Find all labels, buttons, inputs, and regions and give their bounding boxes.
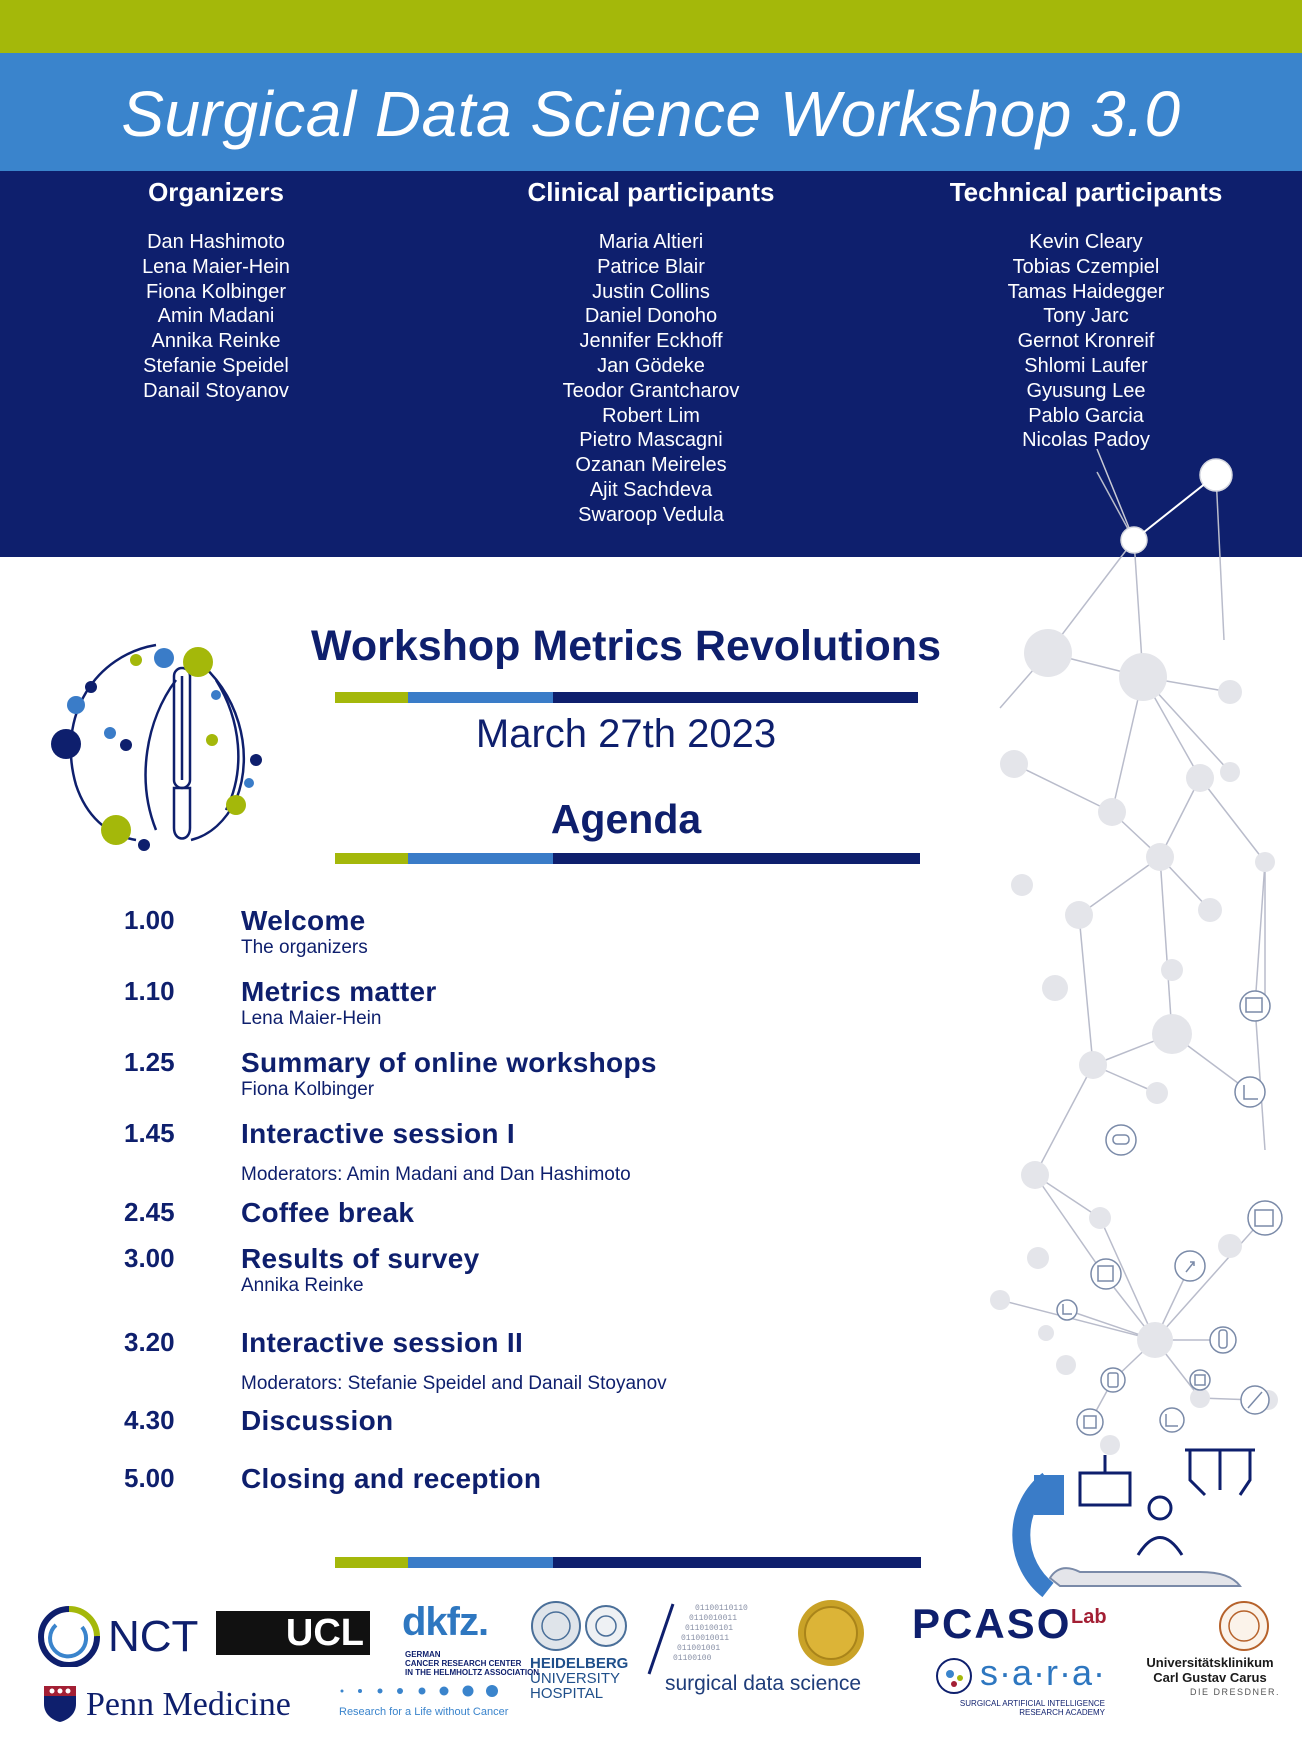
svg-text:0110010011: 0110010011 [681, 1634, 729, 1643]
participant-name: Patrice Blair [597, 255, 705, 278]
participant-name: Tobias Czempiel [1012, 255, 1160, 278]
svg-text:0110010011: 0110010011 [689, 1614, 737, 1623]
sara-subtitle: SURGICAL ARTIFICIAL INTELLIGENCE RESEARCH… [959, 1699, 1105, 1717]
participant-name: Fiona Kolbinger [145, 280, 287, 303]
dkfz-dots-decoration [340, 1685, 498, 1697]
participant-name: Dan Hashimoto [147, 231, 285, 253]
participant-name: Danail Stoyanov [143, 379, 289, 402]
participant-name: Annika Reinke [151, 330, 281, 353]
participant-name: Jennifer Eckhoff [579, 330, 723, 353]
carus-seal-icon [1219, 1601, 1269, 1651]
participant-name: Nicolas Padoy [1022, 429, 1150, 452]
technical-participants-heading: Technical participants [949, 177, 1223, 207]
divider-middle [335, 853, 920, 864]
participant-name: Lena Maier-Hein [142, 255, 290, 278]
participants-panel: Organizers Dan Hashimoto Lena Maier-Hein F… [0, 171, 1302, 557]
agenda-time: 3.00 [124, 1243, 175, 1273]
agenda-time: 3.20 [124, 1327, 175, 1357]
agenda-title: Welcome [241, 905, 366, 936]
agenda-speaker: Annika Reinke [241, 1275, 364, 1296]
participant-name: Pablo Garcia [1028, 404, 1144, 427]
penn-medicine-logo: Penn Medicine [86, 1686, 291, 1723]
agenda-speaker: Lena Maier-Hein [241, 1008, 382, 1029]
participant-name: Maria Altieri [598, 231, 704, 253]
organizers-list: Dan Hashimoto Lena Maier-Hein Fiona Kolbin… [16, 230, 416, 404]
agenda-time: 1.00 [124, 905, 175, 935]
agenda-title: Coffee break [241, 1197, 415, 1228]
surgical-data-science-binary-icon: 0110011011001100100110110100101011001001… [647, 1603, 748, 1675]
clinical-participants-column: Clinical participants Maria Altieri Patri… [451, 177, 851, 528]
participant-name: Justin Collins [592, 280, 710, 303]
participant-name: Jan Gödeke [597, 354, 705, 377]
technical-participants-column: Technical participants Kevin Cleary Tobia… [886, 177, 1286, 453]
agenda-title: Discussion [241, 1405, 394, 1436]
carus-logo: Universitätsklinikum Carl Gustav Carus D… [1146, 1655, 1280, 1697]
organizers-column: Organizers Dan Hashimoto Lena Maier-Hein F… [16, 177, 416, 404]
pcaso-lab-label: Lab [1071, 1606, 1107, 1628]
participant-name: Teodor Grantcharov [562, 379, 740, 402]
participant-name: Kevin Cleary [1029, 231, 1143, 253]
participant-name: Gernot Kronreif [1017, 330, 1155, 353]
pcaso-logo: PCASO [912, 1600, 1072, 1647]
agenda-time: 1.25 [124, 1047, 175, 1077]
divider-bottom [335, 1557, 921, 1568]
agenda-title: Closing and reception [241, 1463, 542, 1494]
participant-name: Ajit Sachdeva [589, 478, 713, 501]
heidelberg-seals-icon [531, 1601, 627, 1651]
top-accent-bar [0, 0, 1302, 53]
nct-ring-icon [38, 1606, 101, 1667]
agenda-speaker: The organizers [241, 937, 368, 958]
workshop-date: March 27th 2023 [475, 712, 777, 756]
participant-name: Tamas Haidegger [1007, 280, 1165, 303]
participant-name: Stefanie Speidel [143, 354, 289, 377]
agenda-time: 2.45 [124, 1197, 175, 1227]
agenda-speaker: Fiona Kolbinger [241, 1079, 375, 1100]
gold-medal-icon [798, 1600, 864, 1666]
participant-name: Tony Jarc [1043, 305, 1129, 328]
agenda-time: 1.10 [124, 976, 175, 1006]
agenda-title: Metrics matter [241, 976, 437, 1007]
heidelberg-logo: HEIDELBERG UNIVERSITY HOSPITAL [530, 1655, 629, 1702]
title-banner: Surgical Data Science Workshop 3.0 [0, 53, 1302, 171]
agenda-time: 1.45 [124, 1118, 175, 1148]
page-title: Surgical Data Science Workshop 3.0 [121, 78, 1181, 150]
participant-name: Ozanan Meireles [575, 454, 727, 477]
agenda-heading: Agenda [550, 796, 702, 842]
workshop-logo [51, 643, 262, 851]
ucl-logo: UCL [216, 1611, 370, 1655]
svg-text:01100100: 01100100 [673, 1654, 712, 1663]
participant-name: Robert Lim [602, 404, 700, 427]
penn-shield-icon [44, 1686, 76, 1722]
agenda-speaker: Moderators: Amin Madani and Dan Hashimot… [241, 1164, 631, 1185]
clinical-participants-list: Maria Altieri Patrice Blair Justin Collins… [451, 230, 851, 528]
dkfz-logo: dkfz. [402, 1600, 489, 1644]
dkfz-tagline: Research for a Life without Cancer [339, 1706, 509, 1718]
participant-name: Amin Madani [157, 305, 275, 328]
surgical-data-science-logo: surgical data science [665, 1672, 862, 1695]
divider-top [335, 692, 918, 703]
agenda-title: Summary of online workshops [241, 1047, 657, 1078]
sara-logo: s·a·r·a· [980, 1652, 1106, 1693]
agenda-time: 4.30 [124, 1405, 175, 1435]
technical-participants-list: Kevin Cleary Tobias Czempiel Tamas Haidegg… [886, 230, 1286, 453]
agenda-time: 5.00 [124, 1463, 175, 1493]
agenda-speaker: Moderators: Stefanie Speidel and Danail … [241, 1373, 667, 1394]
participant-name: Pietro Mascagni [579, 429, 723, 452]
nct-logo: NCT [108, 1612, 199, 1661]
dkfz-subtitle: GERMAN CANCER RESEARCH CENTER IN THE HELMH… [405, 1650, 540, 1677]
svg-text:0110100101: 0110100101 [685, 1624, 733, 1633]
agenda-title: Interactive session I [241, 1118, 515, 1149]
clinical-participants-heading: Clinical participants [527, 177, 775, 207]
svg-text:01100110110: 01100110110 [695, 1604, 748, 1613]
workshop-headline: Workshop Metrics Revolutions [311, 622, 941, 670]
participant-name: Gyusung Lee [1026, 379, 1146, 402]
organizers-heading: Organizers [148, 177, 284, 207]
svg-text:011001001: 011001001 [677, 1644, 720, 1653]
agenda-title: Results of survey [241, 1243, 480, 1274]
agenda-title: Interactive session II [241, 1327, 524, 1358]
participant-name: Daniel Donoho [584, 305, 718, 328]
participant-name: Swaroop Vedula [578, 503, 724, 526]
participant-name: Shlomi Laufer [1024, 354, 1148, 377]
sara-head-icon [936, 1658, 972, 1694]
